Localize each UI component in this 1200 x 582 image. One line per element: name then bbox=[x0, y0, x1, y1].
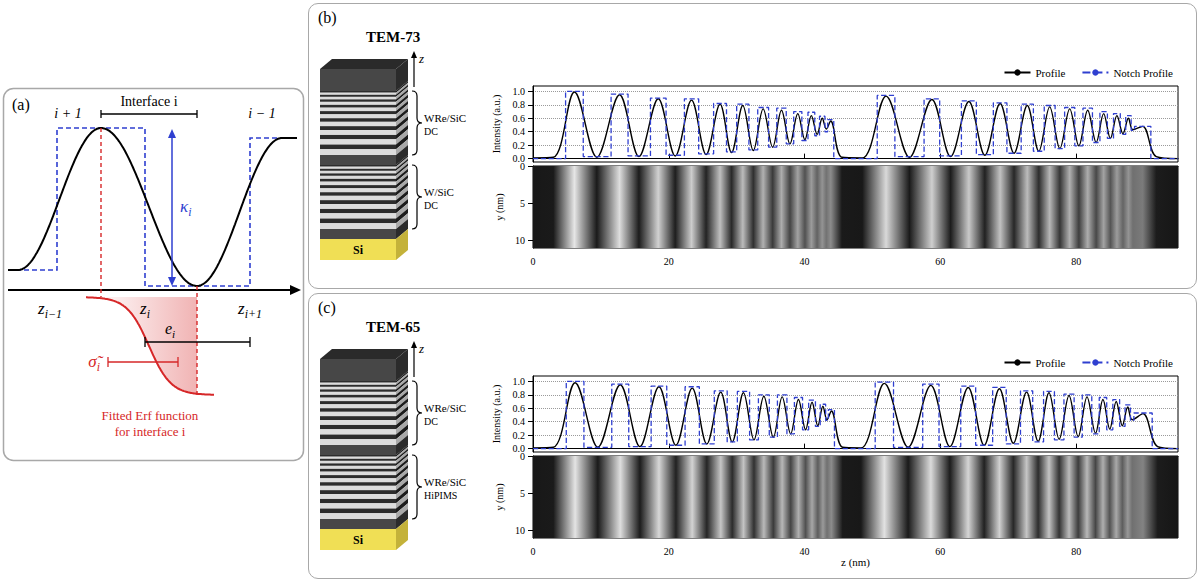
svg-text:20: 20 bbox=[664, 256, 674, 267]
svg-text:5: 5 bbox=[520, 198, 525, 209]
svg-text:Profile: Profile bbox=[1035, 357, 1065, 369]
svg-text:zi: zi bbox=[139, 299, 150, 321]
svg-text:ei: ei bbox=[165, 320, 175, 340]
html-text:(c): (c) bbox=[318, 299, 336, 316]
svg-text:0.0: 0.0 bbox=[512, 153, 525, 165]
html-text:TEM-65: TEM-65 bbox=[366, 319, 421, 335]
svg-text:Intensity (a.u.): Intensity (a.u.) bbox=[491, 95, 503, 154]
svg-text:0.6: 0.6 bbox=[513, 403, 526, 414]
svg-text:zi−1: zi−1 bbox=[37, 299, 62, 321]
svg-text:Interface i: Interface i bbox=[120, 94, 177, 109]
svg-text:40: 40 bbox=[800, 546, 810, 557]
html-text:(b): (b) bbox=[318, 9, 337, 26]
svg-text:y (nm): y (nm) bbox=[494, 194, 506, 221]
svg-text:y (nm): y (nm) bbox=[494, 484, 506, 511]
svg-text:Si: Si bbox=[353, 243, 364, 257]
svg-text:WRe/SiC: WRe/SiC bbox=[424, 476, 466, 488]
svg-text:zi+1: zi+1 bbox=[237, 299, 262, 321]
svg-text:Notch Profile: Notch Profile bbox=[1113, 357, 1173, 369]
svg-text:for interface i: for interface i bbox=[115, 424, 186, 439]
svg-text:20: 20 bbox=[664, 546, 674, 557]
svg-text:κi: κi bbox=[180, 197, 191, 219]
svg-text:Profile: Profile bbox=[1035, 67, 1065, 79]
svg-text:i − 1: i − 1 bbox=[248, 106, 275, 121]
svg-text:Fitted Erf function: Fitted Erf function bbox=[102, 408, 199, 423]
svg-text:80: 80 bbox=[1071, 256, 1081, 267]
svg-text:40: 40 bbox=[800, 256, 810, 267]
svg-text:Intensity (a.u.): Intensity (a.u.) bbox=[491, 385, 503, 444]
svg-text:σ̃i: σ̃i bbox=[88, 352, 103, 374]
svg-text:W/SiC: W/SiC bbox=[424, 186, 454, 198]
svg-text:5: 5 bbox=[520, 488, 525, 499]
svg-text:10: 10 bbox=[515, 525, 525, 536]
svg-text:10: 10 bbox=[515, 235, 525, 246]
svg-text:0.8: 0.8 bbox=[513, 99, 526, 110]
svg-text:0: 0 bbox=[520, 451, 525, 462]
svg-text:60: 60 bbox=[935, 256, 945, 267]
svg-text:0.2: 0.2 bbox=[513, 430, 526, 441]
svg-text:0: 0 bbox=[520, 161, 525, 172]
html-text:TEM-73: TEM-73 bbox=[366, 29, 421, 45]
svg-text:0.8: 0.8 bbox=[513, 389, 526, 400]
svg-text:1.0: 1.0 bbox=[513, 376, 526, 387]
svg-text:0.2: 0.2 bbox=[513, 140, 526, 151]
svg-text:1.0: 1.0 bbox=[513, 86, 526, 97]
svg-text:(a): (a) bbox=[12, 96, 30, 114]
svg-text:Notch Profile: Notch Profile bbox=[1113, 67, 1173, 79]
svg-text:DC: DC bbox=[424, 126, 438, 137]
svg-text:0.0: 0.0 bbox=[512, 443, 525, 455]
svg-text:0: 0 bbox=[531, 256, 536, 267]
svg-text:80: 80 bbox=[1071, 546, 1081, 557]
svg-text:i + 1: i + 1 bbox=[54, 106, 81, 121]
svg-text:WRe/SiC: WRe/SiC bbox=[424, 112, 466, 124]
svg-text:z (nm): z (nm) bbox=[841, 556, 870, 569]
svg-text:0: 0 bbox=[531, 546, 536, 557]
svg-text:0.6: 0.6 bbox=[513, 113, 526, 124]
svg-text:0.4: 0.4 bbox=[513, 416, 526, 427]
svg-text:HiPIMS: HiPIMS bbox=[424, 490, 457, 501]
svg-text:z: z bbox=[418, 51, 424, 66]
svg-text:60: 60 bbox=[935, 546, 945, 557]
svg-text:Si: Si bbox=[353, 533, 364, 547]
svg-text:DC: DC bbox=[424, 416, 438, 427]
svg-text:DC: DC bbox=[424, 200, 438, 211]
svg-text:0.4: 0.4 bbox=[513, 126, 526, 137]
svg-text:z: z bbox=[418, 341, 424, 356]
svg-text:WRe/SiC: WRe/SiC bbox=[424, 402, 466, 414]
